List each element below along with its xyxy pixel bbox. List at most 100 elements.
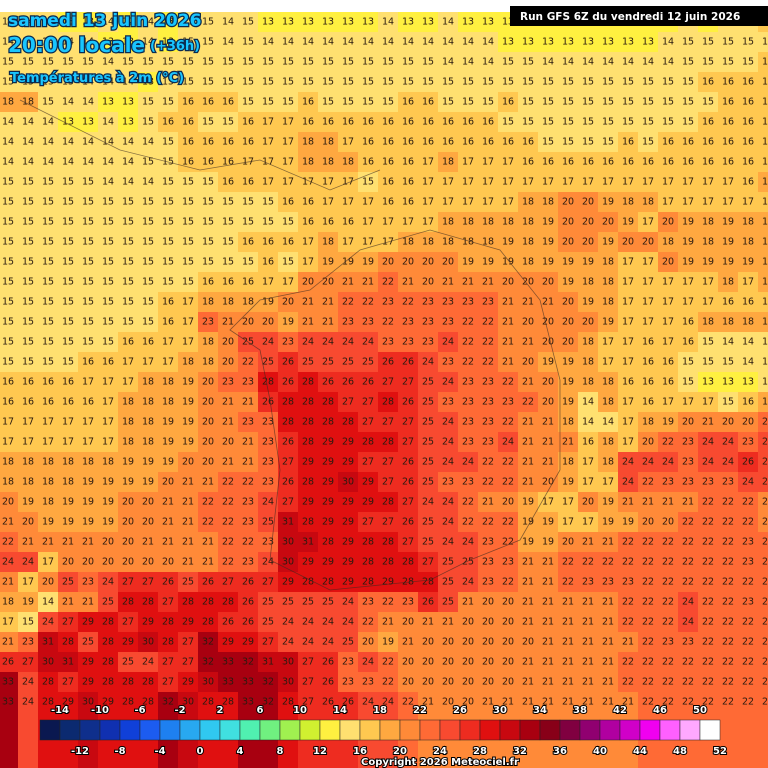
temperature-cell bbox=[158, 72, 178, 92]
temperature-value: 17 bbox=[602, 337, 614, 348]
temperature-value: 18 bbox=[122, 437, 134, 448]
temperature-cell bbox=[578, 72, 598, 92]
temperature-cell bbox=[418, 192, 438, 212]
temperature-value: 19 bbox=[282, 317, 294, 328]
temperature-value: 24 bbox=[442, 517, 454, 528]
legend-cell bbox=[499, 719, 521, 741]
temperature-value: 15 bbox=[202, 257, 214, 268]
temperature-value: 16 bbox=[22, 397, 34, 408]
temperature-value: 15 bbox=[382, 77, 394, 88]
temperature-value: 22 bbox=[382, 317, 394, 328]
temperature-value: 22 bbox=[502, 377, 514, 388]
temperature-cell bbox=[358, 12, 378, 32]
temperature-value: 16 bbox=[722, 137, 734, 148]
temperature-value: 27 bbox=[382, 517, 394, 528]
temperature-value: 22 bbox=[682, 657, 694, 668]
temperature-value: 22 bbox=[742, 637, 754, 648]
temperature-value: 17 bbox=[622, 317, 634, 328]
temperature-value: 22 bbox=[382, 657, 394, 668]
temperature-value: 18 bbox=[762, 217, 768, 228]
temperature-cell bbox=[518, 212, 538, 232]
temperature-value: 16 bbox=[662, 157, 674, 168]
temperature-value: 28 bbox=[162, 637, 174, 648]
temperature-value: 28 bbox=[322, 397, 334, 408]
temperature-value: 21 bbox=[602, 637, 614, 648]
temperature-value: 17 bbox=[602, 477, 614, 488]
temperature-value: 21 bbox=[482, 497, 494, 508]
temperature-value: 22 bbox=[702, 597, 714, 608]
temperature-value: 18 bbox=[522, 237, 534, 248]
temperature-value: 19 bbox=[162, 437, 174, 448]
temperature-value: 18 bbox=[2, 97, 14, 108]
temperature-cell bbox=[158, 52, 178, 72]
temperature-value: 16 bbox=[422, 137, 434, 148]
temperature-value: 18 bbox=[322, 157, 334, 168]
temperature-cell bbox=[718, 72, 738, 92]
temperature-value: 15 bbox=[222, 257, 234, 268]
temperature-cell bbox=[558, 112, 578, 132]
temperature-cell bbox=[178, 252, 198, 272]
temperature-cell bbox=[258, 92, 278, 112]
temperature-value: 30 bbox=[282, 657, 294, 668]
legend-label: 18 bbox=[373, 705, 387, 716]
legend-label: -8 bbox=[114, 746, 125, 757]
temperature-value: 15 bbox=[682, 77, 694, 88]
temperature-value: 22 bbox=[662, 677, 674, 688]
temperature-cell bbox=[538, 232, 558, 252]
temperature-cell bbox=[378, 152, 398, 172]
temperature-value: 14 bbox=[622, 57, 634, 68]
temperature-cell bbox=[538, 132, 558, 152]
temperature-cell bbox=[618, 192, 638, 212]
temperature-value: 25 bbox=[422, 477, 434, 488]
temperature-value: 13 bbox=[742, 377, 754, 388]
temperature-value: 20 bbox=[462, 657, 474, 668]
temperature-cell bbox=[118, 212, 138, 232]
temperature-value: 16 bbox=[62, 377, 74, 388]
temperature-value: 20 bbox=[442, 637, 454, 648]
temperature-cell bbox=[518, 72, 538, 92]
temperature-cell bbox=[0, 172, 18, 192]
temperature-value: 17 bbox=[462, 177, 474, 188]
temperature-value: 21 bbox=[542, 457, 554, 468]
temperature-value: 15 bbox=[42, 57, 54, 68]
temperature-cell bbox=[718, 172, 738, 192]
temperature-value: 15 bbox=[702, 57, 714, 68]
temperature-cell bbox=[38, 232, 58, 252]
temperature-value: 15 bbox=[202, 177, 214, 188]
temperature-value: 19 bbox=[542, 537, 554, 548]
temperature-value: 17 bbox=[82, 417, 94, 428]
temperature-value: 19 bbox=[82, 517, 94, 528]
temperature-cell bbox=[358, 232, 378, 252]
temperature-value: 19 bbox=[462, 257, 474, 268]
temperature-value: 22 bbox=[222, 557, 234, 568]
temperature-value: 29 bbox=[322, 517, 334, 528]
temperature-value: 22 bbox=[682, 537, 694, 548]
temperature-cell bbox=[218, 192, 238, 212]
temperature-cell bbox=[338, 172, 358, 192]
temperature-value: 21 bbox=[602, 537, 614, 548]
temperature-value: 15 bbox=[562, 97, 574, 108]
temperature-cell bbox=[338, 152, 358, 172]
temperature-value: 16 bbox=[22, 377, 34, 388]
temperature-value: 18 bbox=[602, 397, 614, 408]
temperature-cell bbox=[118, 32, 138, 52]
temperature-value: 15 bbox=[102, 257, 114, 268]
temperature-cell bbox=[218, 152, 238, 172]
temperature-value: 16 bbox=[382, 137, 394, 148]
legend-cell bbox=[239, 719, 261, 741]
temperature-value: 16 bbox=[642, 157, 654, 168]
temperature-value: 13 bbox=[642, 37, 654, 48]
temperature-value: 28 bbox=[342, 417, 354, 428]
temperature-value: 33 bbox=[222, 657, 234, 668]
temperature-cell bbox=[0, 252, 18, 272]
temperature-value: 14 bbox=[102, 117, 114, 128]
temperature-cell bbox=[18, 32, 38, 52]
temperature-cell bbox=[158, 232, 178, 252]
temperature-value: 18 bbox=[142, 397, 154, 408]
temperature-value: 19 bbox=[582, 257, 594, 268]
temperature-value: 20 bbox=[562, 297, 574, 308]
temperature-cell bbox=[198, 72, 218, 92]
temperature-cell bbox=[318, 252, 338, 272]
temperature-value: 21 bbox=[582, 597, 594, 608]
temperature-cell bbox=[238, 212, 258, 232]
